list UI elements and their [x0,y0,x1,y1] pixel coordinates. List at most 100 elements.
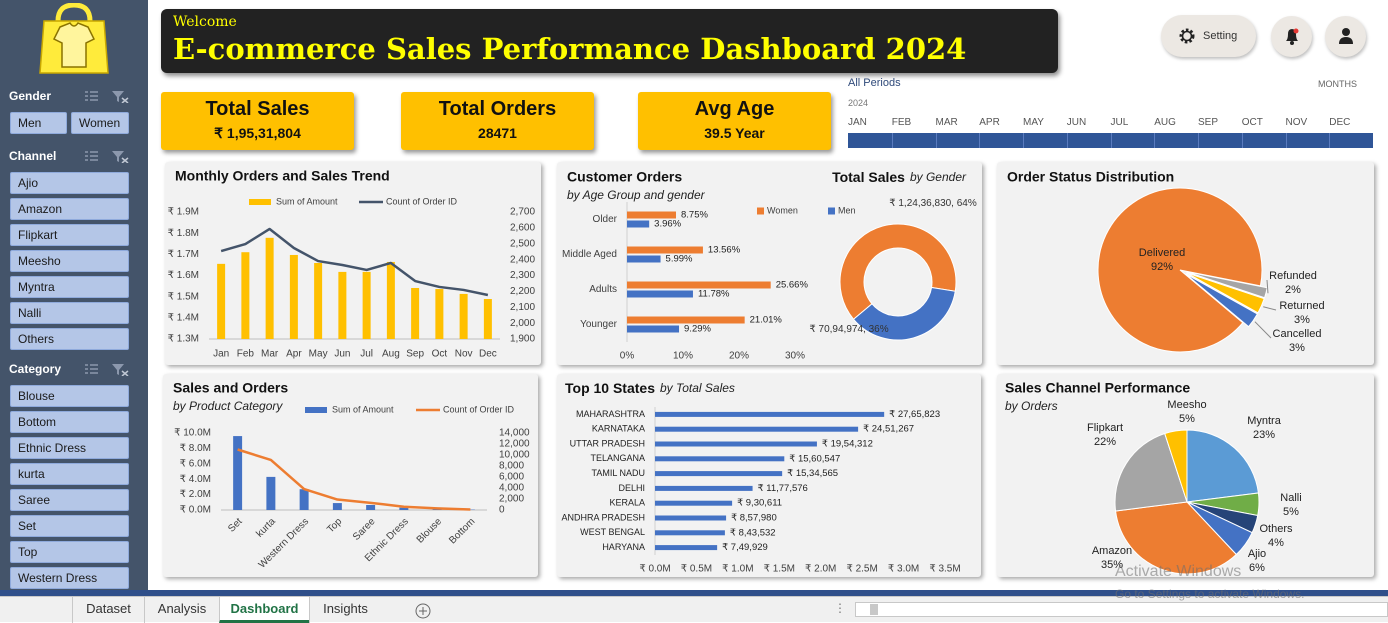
scroll-thumb[interactable] [870,604,878,615]
slicer-item[interactable]: Flipkart [10,224,129,246]
y2-tick-label: 2,700 [510,207,535,218]
y-tick-label: Younger [580,319,618,330]
slicer-item[interactable]: kurta [10,463,129,485]
slicer-item[interactable]: Top [10,541,129,563]
slicer-item[interactable]: Ajio [10,172,129,194]
data-label: 3.96% [654,219,681,230]
slicer-item[interactable]: Men [10,112,67,134]
kpi-value: ₹ 1,95,31,804 [161,125,354,142]
chart-subtitle: by Gender [910,170,967,184]
slice-label: Cancelled [1273,328,1322,340]
h-scrollbar[interactable] [855,602,1388,617]
bar [314,263,322,339]
y2-tick-label: 12,000 [499,439,530,450]
chart-subtitle: by Total Sales [660,381,735,395]
y-tick-label: ANDHRA PRADESH [561,512,645,522]
slicer-icons[interactable] [84,89,130,103]
x-tick-label: Saree [351,516,378,543]
leader-line [1255,322,1271,338]
bar [411,288,419,339]
timeline-level[interactable]: MONTHS [1318,79,1357,89]
timeline-month[interactable]: APR [979,117,1000,128]
sheet-tab[interactable]: Insights [309,597,381,623]
legend-label: Women [767,205,798,215]
y-tick-label: ₹ 1.7M [168,249,199,260]
setting-button[interactable]: Setting [1161,15,1256,57]
timeline-month[interactable]: OCT [1242,117,1263,128]
bar [627,291,693,298]
bar [290,255,298,339]
slice-label: Refunded [1269,270,1317,282]
y-tick-label: ₹ 0.0M [180,505,211,516]
bar [435,289,443,339]
y2-tick-label: 2,500 [510,238,535,249]
timeline-month[interactable]: MAY [1023,117,1044,128]
bar [655,516,726,521]
bar [460,294,468,339]
bar [484,299,492,339]
logo [36,3,112,75]
slicer-item[interactable]: Nalli [10,302,129,324]
timeline-month[interactable]: NOV [1286,117,1308,128]
timeline-month[interactable]: FEB [892,117,911,128]
legend-swatch [305,407,327,413]
slice-label: Flipkart [1087,422,1123,434]
y-tick-label: ₹ 1.9M [168,207,199,218]
timeline-divider [1111,133,1112,148]
x-tick-label: ₹ 2.0M [805,564,836,575]
data-label: 25.66% [776,280,809,291]
y2-tick-label: 2,200 [510,286,535,297]
timeline-selection: All Periods [848,77,901,89]
y-tick-label: MAHARASHTRA [576,409,645,419]
slice-label: Delivered [1139,247,1185,259]
slicer-item[interactable]: Western Dress [10,567,129,589]
sheet-tab[interactable]: Analysis [144,597,219,623]
sheet-tab[interactable]: Dashboard [219,597,309,623]
bar [627,326,679,333]
slicer-item[interactable]: Bottom [10,411,129,433]
legend-label: Count of Order ID [443,404,515,414]
y-tick-label: TELANGANA [590,453,645,463]
slicer-icons[interactable] [84,149,130,163]
data-label: ₹ 7,49,929 [722,542,768,553]
chart-title: Sales Channel Performance [1005,380,1190,396]
bell-icon [1282,26,1302,46]
y-tick-label: KERALA [609,498,645,508]
timeline-month[interactable]: DEC [1329,117,1350,128]
slicer-item[interactable]: Set [10,515,129,537]
x-tick-label: 0% [620,351,635,362]
slicer-item[interactable]: Saree [10,489,129,511]
notification-button[interactable] [1271,16,1312,57]
slicer-item[interactable]: Blouse [10,385,129,407]
profile-button[interactable] [1325,16,1366,57]
slicer-item[interactable]: Others [10,328,129,350]
timeline-month[interactable]: JAN [848,117,867,128]
timeline-divider [892,133,893,148]
timeline-month[interactable]: MAR [936,117,958,128]
chart: Order Status DistributionDelivered92%Ref… [997,162,1374,365]
slicer-item[interactable]: Ethnic Dress [10,437,129,459]
slicer-item[interactable]: Meesho [10,250,129,272]
y2-tick-label: 14,000 [499,428,530,439]
y2-tick-label: 2,000 [510,318,535,329]
slicer-item[interactable]: Women [71,112,129,134]
timeline-month[interactable]: JUN [1067,117,1086,128]
setting-label: Setting [1203,30,1237,42]
slicer-item[interactable]: Myntra [10,276,129,298]
chart-title: Order Status Distribution [1007,169,1174,185]
add-sheet[interactable] [414,602,432,620]
timeline-month[interactable]: SEP [1198,117,1218,128]
slice-value: 3% [1289,342,1305,354]
slice-label: Ajio [1248,548,1266,560]
data-label: ₹ 15,34,565 [787,468,838,479]
slicer-icons[interactable] [84,362,130,376]
timeline-month[interactable]: JUL [1111,117,1129,128]
y-tick-label: ₹ 1.5M [168,291,199,302]
sheet-tab[interactable]: Dataset [72,597,144,623]
data-label: ₹ 8,57,980 [731,513,777,524]
slicer-item[interactable]: Amazon [10,198,129,220]
chart-title: Customer Orders [567,169,682,185]
timeline-bar[interactable] [848,133,1373,148]
timeline-month[interactable]: AUG [1154,117,1176,128]
